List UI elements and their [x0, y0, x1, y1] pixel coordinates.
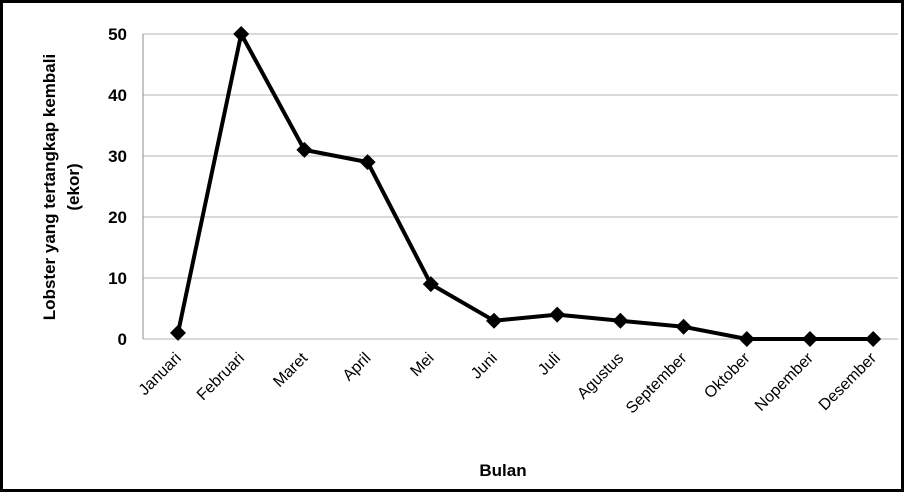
- x-tick-label: Februari: [194, 350, 248, 404]
- y-axis-title-line-1: Lobster yang tertangkap kembali: [40, 54, 59, 320]
- y-tick-label: 30: [108, 147, 127, 166]
- data-point-marker: [359, 154, 376, 171]
- x-tick-label: April: [340, 350, 375, 385]
- x-tick-label: Maret: [270, 349, 311, 390]
- x-tick-label: Mei: [407, 350, 437, 380]
- data-point-marker: [486, 312, 502, 329]
- data-point-marker: [612, 312, 629, 329]
- x-tick-label: Januari: [136, 350, 185, 399]
- y-tick-label: 0: [118, 330, 127, 349]
- x-tick-label: September: [623, 349, 691, 417]
- data-point-marker: [549, 306, 566, 323]
- y-tick-label: 40: [108, 86, 127, 105]
- y-tick-label: 10: [108, 269, 127, 288]
- data-point-marker: [170, 324, 186, 341]
- x-tick-label: Desember: [816, 349, 881, 414]
- x-tick-label: Oktober: [701, 349, 754, 402]
- data-point-marker: [233, 26, 250, 42]
- y-axis-title-line-2: (ekor): [64, 163, 83, 210]
- x-tick-label: Juni: [468, 350, 501, 383]
- y-tick-label: 20: [108, 208, 127, 227]
- series-line-layer: [176, 32, 874, 341]
- x-tick-label: Agustus: [574, 350, 627, 403]
- data-point-marker: [675, 318, 692, 335]
- y-tick-label: 50: [108, 25, 127, 44]
- y-tick-labels: 0 10 20 30 40 50: [108, 25, 127, 349]
- data-point-marker: [802, 331, 818, 347]
- data-point-marker: [296, 141, 313, 158]
- line-chart: 0 10 20 30 40 50 Januari Februari Maret April Mei…: [40, 25, 898, 480]
- gridlines: [142, 33, 898, 340]
- x-tick-labels: Januari Februari Maret April Mei Juni Juli Agus…: [136, 349, 881, 417]
- data-point-marker: [865, 331, 882, 347]
- x-tick-label: Juli: [535, 350, 564, 379]
- data-markers: [170, 26, 882, 347]
- data-point-marker: [738, 331, 755, 347]
- x-axis-title: Bulan: [479, 461, 526, 480]
- series-line: [176, 32, 874, 341]
- data-point-marker: [422, 276, 439, 293]
- x-tick-label: Nopember: [752, 349, 817, 414]
